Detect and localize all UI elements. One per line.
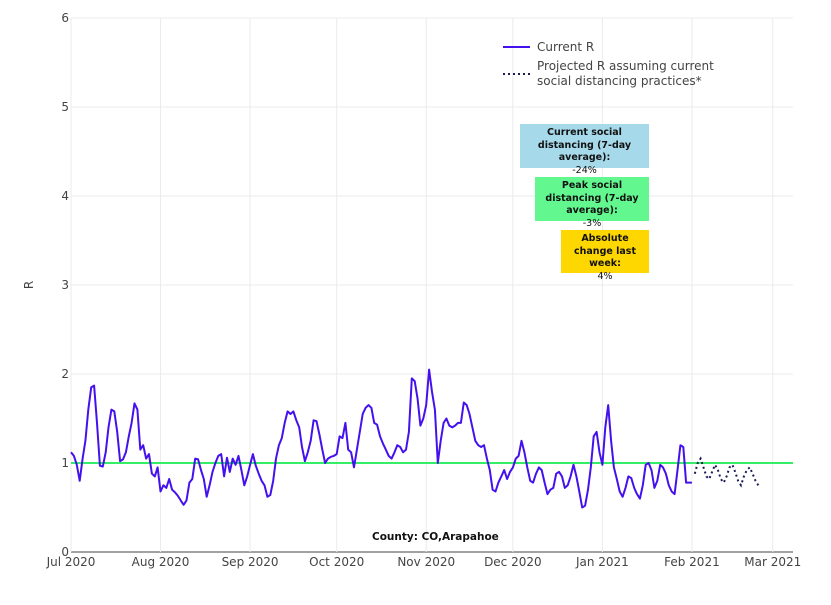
legend-label-line: Projected R assuming current: [537, 59, 714, 73]
annotation-current-social-distancing: Current social distancing (7-day average…: [520, 124, 649, 176]
x-tick-label: Feb 2021: [664, 555, 720, 569]
current-r-line: [70, 368, 692, 509]
y-tick-label: 5: [61, 100, 69, 114]
y-axis: 0 1 2 3 4 5 6: [61, 11, 69, 559]
legend-label-projected-r: Projected R assuming current social dista…: [537, 59, 714, 88]
annotation-peak-social-distancing: Peak social distancing (7-day average): …: [535, 177, 649, 229]
annotation-current-value: -24%: [572, 164, 597, 176]
x-tick-label: Jul 2020: [46, 555, 96, 569]
legend: Current R Projected R assuming current so…: [503, 40, 714, 88]
annotation-peak-value: -3%: [582, 217, 602, 229]
y-tick-label: 3: [61, 278, 69, 292]
x-tick-label: Dec 2020: [484, 555, 542, 569]
x-tick-label: Jan 2021: [575, 555, 629, 569]
annotation-current-title: Current social distancing (7-day average…: [537, 127, 632, 163]
legend-label-current-r: Current R: [537, 40, 594, 54]
y-axis-title: R: [22, 281, 36, 289]
y-tick-label: 0: [61, 545, 69, 559]
x-tick-label: Sep 2020: [222, 555, 279, 569]
projected-r-line: [693, 456, 760, 488]
annotation-change-value: 4%: [597, 270, 613, 282]
y-tick-label: 4: [61, 189, 69, 203]
x-tick-label: Nov 2020: [397, 555, 455, 569]
county-footnote: County: CO,Arapahoe: [372, 531, 499, 543]
y-tick-label: 2: [61, 367, 69, 381]
y-tick-label: 1: [61, 456, 69, 470]
x-tick-label: Oct 2020: [309, 555, 364, 569]
annotation-peak-title: Peak social distancing (7-day average):: [545, 180, 639, 216]
y-tick-label: 6: [61, 11, 69, 25]
legend-label-line: social distancing practices*: [537, 74, 702, 88]
x-axis: Jul 2020 Aug 2020 Sep 2020 Oct 2020 Nov 2020…: [46, 555, 802, 569]
annotation-change-title: Absolute change last week:: [574, 233, 636, 269]
x-tick-label: Mar 2021: [744, 555, 801, 569]
annotation-absolute-change: Absolute change last week: 4%: [561, 230, 649, 282]
x-tick-label: Aug 2020: [132, 555, 190, 569]
